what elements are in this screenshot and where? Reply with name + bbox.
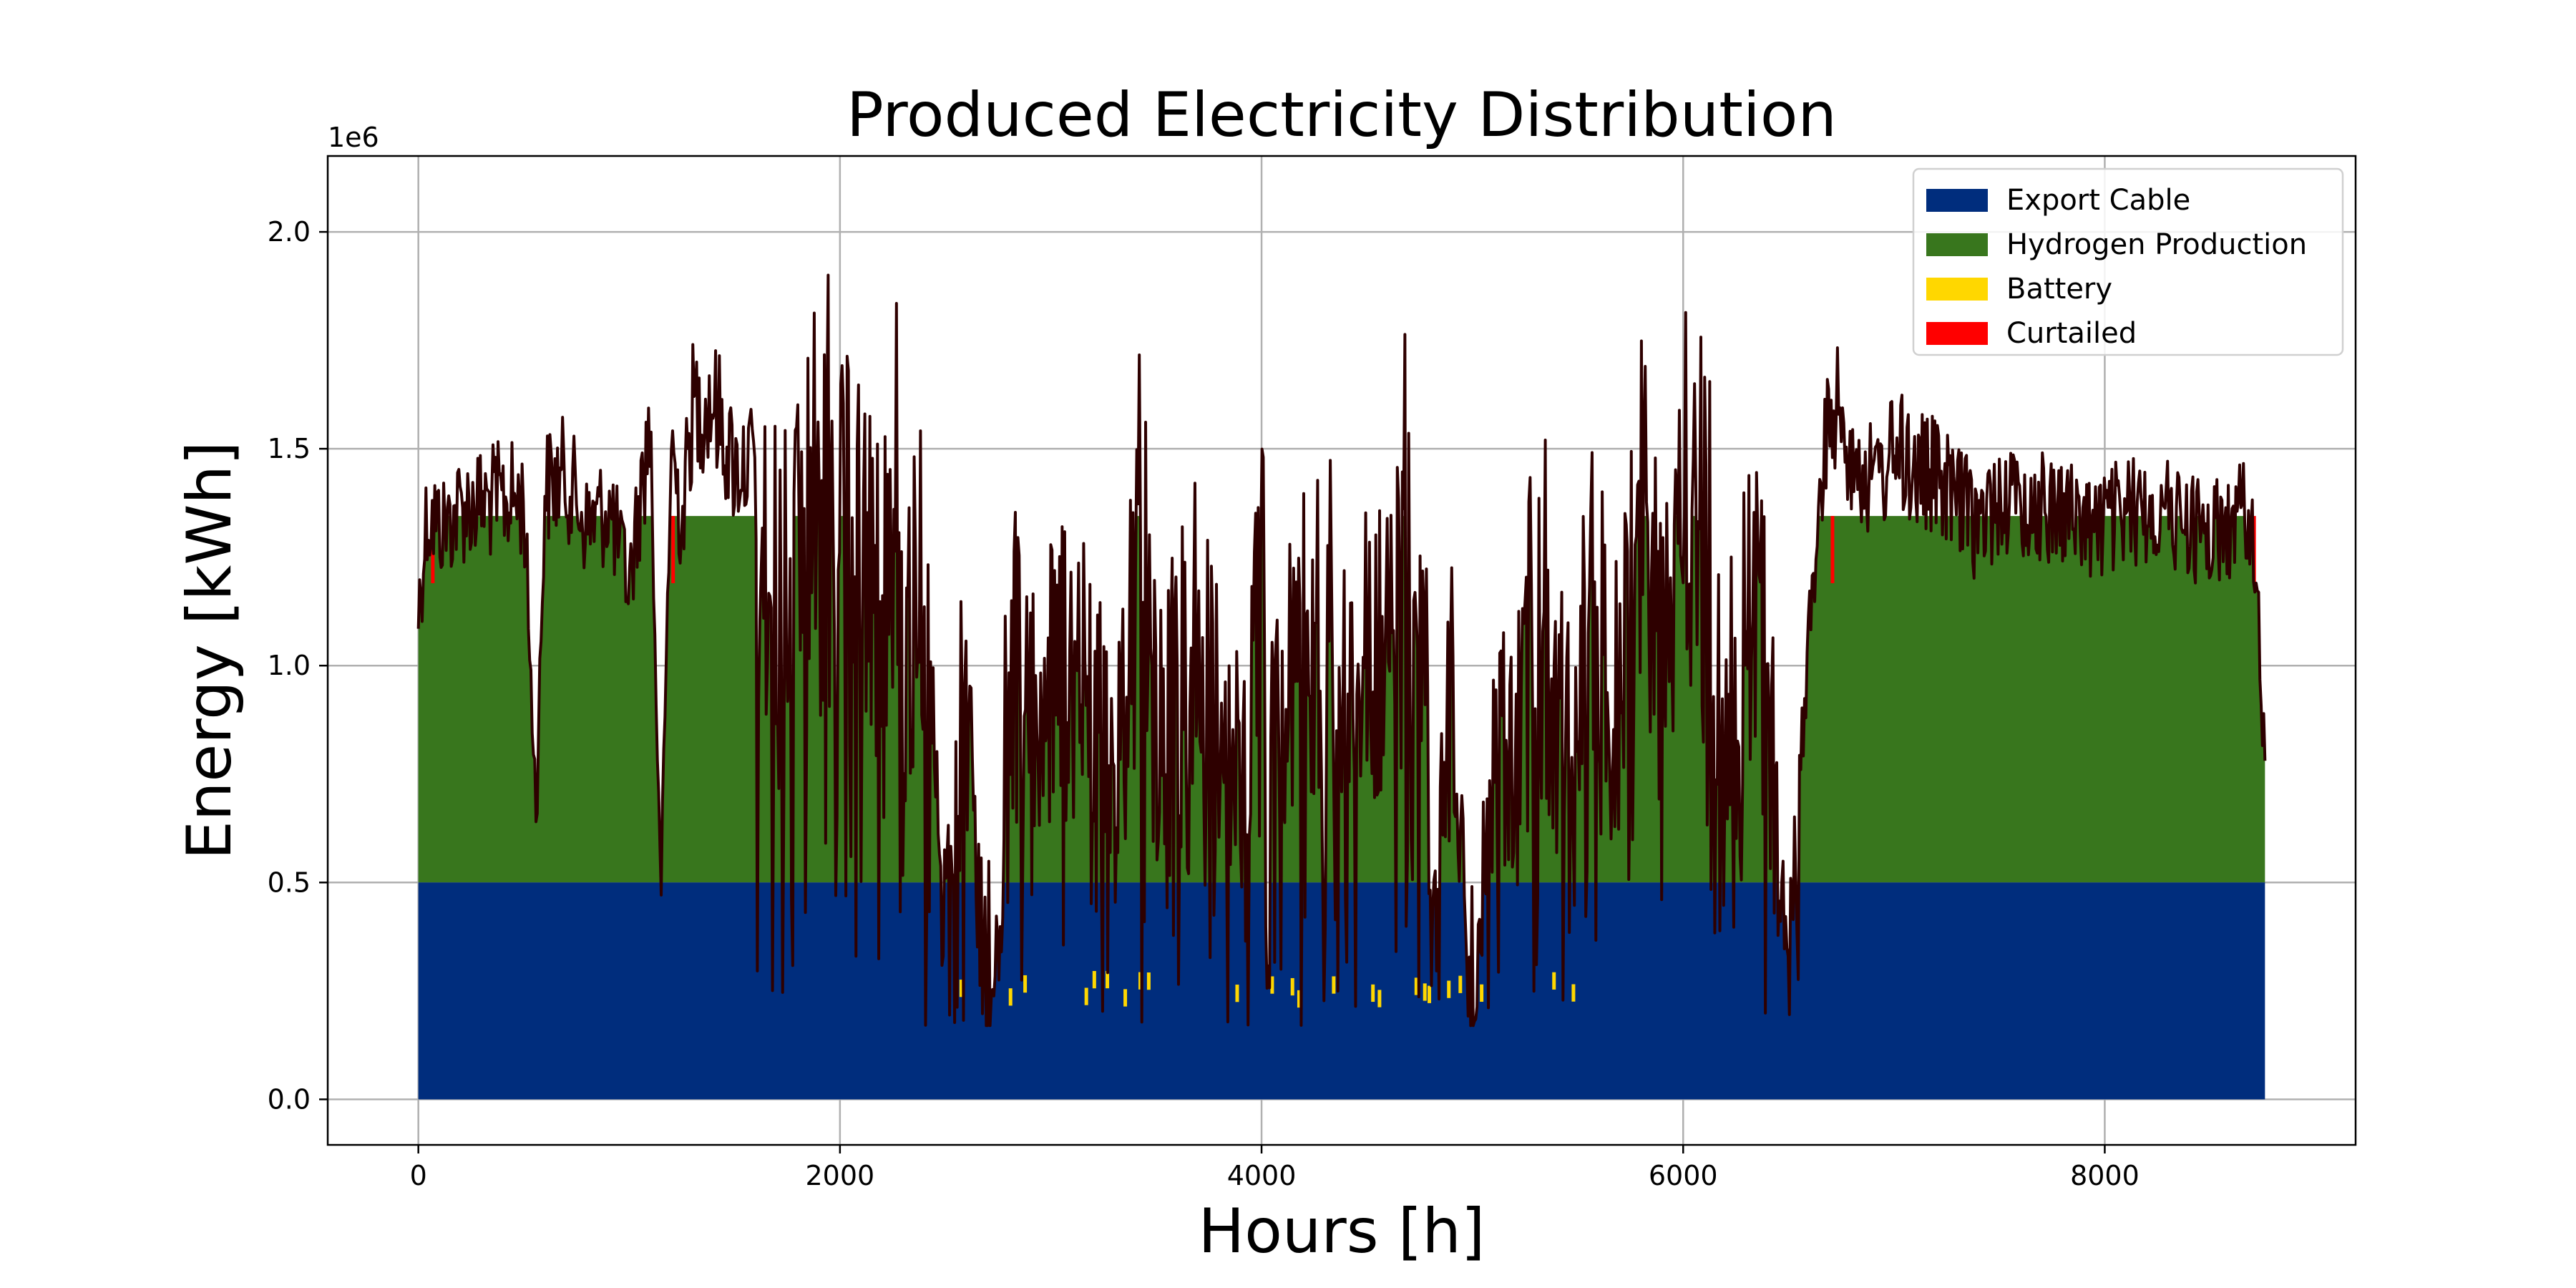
- battery-sliver: [1377, 990, 1382, 1008]
- battery-sliver: [959, 980, 963, 997]
- battery-sliver: [1146, 972, 1151, 990]
- battery-sliver: [1106, 970, 1110, 989]
- battery-sliver: [1023, 975, 1028, 993]
- battery-sliver: [1290, 977, 1294, 996]
- total-production-line-path: [416, 273, 2267, 1028]
- y-tick-label: 2.0: [268, 216, 311, 248]
- y-tick-label: 0.0: [268, 1083, 311, 1115]
- axis-ticks: 0 2000 4000 6000 8000 0.0 0.5 1.0 1.5 2.0: [268, 216, 2140, 1191]
- legend-label: Hydrogen Production: [2006, 228, 2307, 261]
- y-axis-label: Energy [kWh]: [174, 441, 245, 860]
- battery-sliver: [1270, 976, 1274, 994]
- legend-label: Battery: [2006, 273, 2112, 306]
- battery-sliver: [1235, 985, 1239, 1002]
- y-tick-label: 0.5: [268, 867, 311, 898]
- battery-sliver: [1458, 975, 1463, 993]
- battery-sliver: [1297, 990, 1301, 1008]
- battery-sliver: [1371, 984, 1375, 1002]
- plot-frame: [326, 155, 2357, 1146]
- x-tick-label: 4000: [1227, 1160, 1297, 1191]
- battery-sliver: [1084, 987, 1088, 1005]
- y-axis-offset-label: 1e6: [328, 122, 379, 153]
- x-tick-label: 8000: [2070, 1160, 2140, 1191]
- y-tick-label: 1.5: [268, 433, 311, 464]
- legend-label: Curtailed: [2006, 317, 2137, 350]
- battery-sliver: [1428, 985, 1432, 1003]
- curtailed-sliver: [1830, 516, 1835, 584]
- battery-sliver: [1571, 984, 1576, 1002]
- legend-swatch: [1926, 233, 1988, 256]
- x-axis-label: Hours [h]: [1199, 1196, 1485, 1267]
- curtailed-sliver: [671, 516, 675, 584]
- export-cable-area: [418, 882, 2265, 1100]
- legend-swatch: [1926, 278, 1988, 301]
- x-tick-label: 2000: [806, 1160, 875, 1191]
- battery-sliver: [1123, 989, 1128, 1007]
- battery-sliver: [1480, 984, 1484, 1002]
- y-tick-label: 1.0: [268, 650, 311, 681]
- battery-sliver: [1447, 980, 1451, 998]
- battery-sliver: [1092, 970, 1096, 989]
- legend-swatch: [1926, 322, 1988, 345]
- chart-title: Produced Electricity Distribution: [847, 79, 1837, 151]
- battery-sliver: [1138, 972, 1143, 990]
- battery-sliver: [1552, 972, 1556, 990]
- legend: Export Cable Hydrogen Production Battery Cu…: [1912, 167, 2344, 356]
- legend-box: [1912, 167, 2344, 356]
- x-tick-label: 6000: [1649, 1160, 1718, 1191]
- battery-sliver: [1008, 988, 1013, 1006]
- battery-sliver: [1423, 983, 1427, 1001]
- legend-label: Export Cable: [2006, 184, 2190, 217]
- legend-swatch: [1926, 189, 1988, 212]
- battery-sliver: [1332, 976, 1336, 994]
- battery-sliver: [1414, 977, 1418, 995]
- x-tick-label: 0: [410, 1160, 427, 1191]
- total-production-line: [416, 273, 2267, 1028]
